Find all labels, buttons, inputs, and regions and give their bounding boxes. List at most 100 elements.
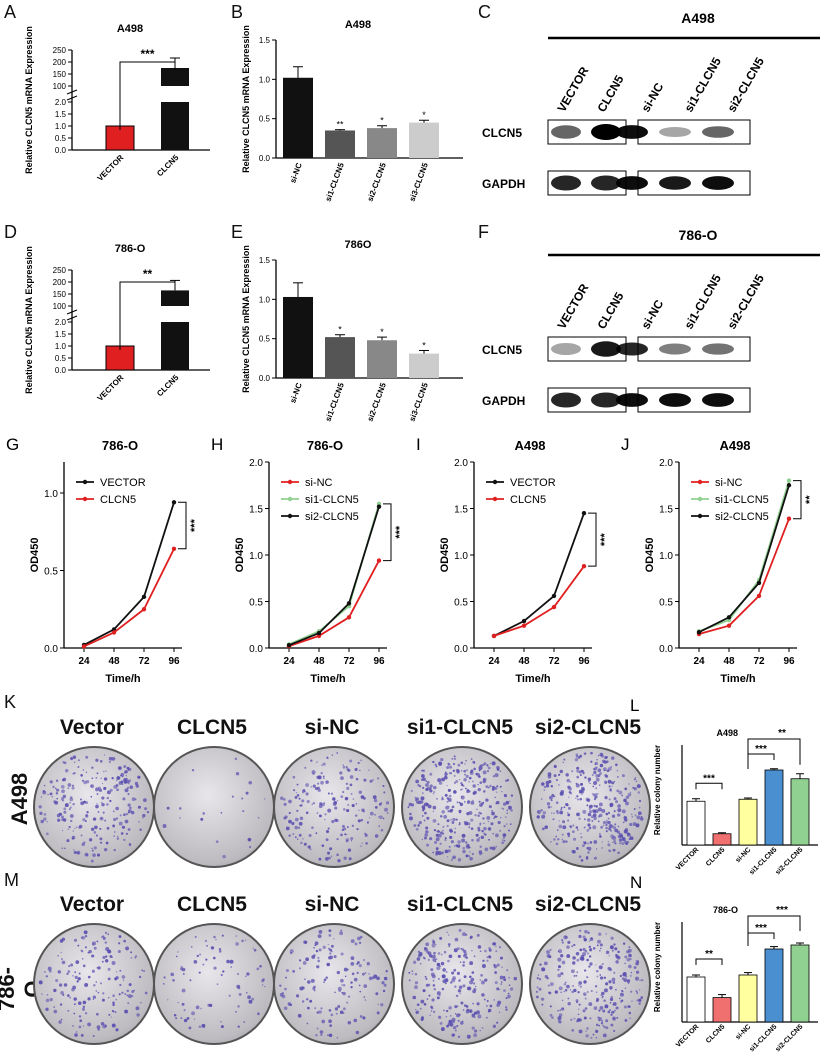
chart-title: 786-O [102,438,138,453]
series-line [493,512,585,637]
y-tick-label: 0.0 [44,644,58,655]
significance-label: *** [394,525,406,539]
bar [409,122,439,158]
data-point [581,563,587,569]
panel-letter: L [630,696,639,715]
legend-marker [492,479,498,485]
x-tick-label: 48 [723,656,735,667]
y-tick-label: 1.5 [259,36,271,45]
bar [325,337,355,378]
y-tick-label: 250 [53,266,67,275]
blot-cell-line: 786-O [679,227,718,243]
significance-bracket [695,958,723,965]
data-point [111,627,117,632]
blot-band [659,126,691,138]
y-tick-label: 1.0 [249,551,263,562]
y-tick-label: 1.0 [259,75,271,84]
y-tick-label: 1.0 [44,489,58,500]
bar [790,944,810,1023]
x-tick-label: si2-CLCN5 [366,161,388,203]
x-tick-label: 96 [168,656,180,667]
x-tick-label: 96 [373,656,385,667]
x-tick-label: 72 [138,656,150,667]
colony-dots [536,751,644,862]
panel-letter-d: D [4,222,17,242]
x-tick-label: 96 [578,656,590,667]
x-tick-label: CLCN5 [155,153,181,179]
series-line [493,565,585,637]
data-point [551,593,557,599]
y-tick-label: 0.5 [259,335,271,344]
legend-marker [697,496,703,502]
legend-marker [492,496,498,502]
bar [738,974,758,1023]
series-line [83,548,175,648]
x-tick-label: 48 [108,656,120,667]
x-tick-label: si-NC [735,846,753,864]
panel-g-line-chart: G 786-O OD450 0.0 0.5 1.0 24 48 72 96 Time/h VECTOR… [6,435,201,685]
legend-marker [287,496,293,502]
blot-band [591,175,621,191]
panel-d-bar-chart: 786-O Relative CLCN5 mRNA Expression 0.0 0.… [24,243,210,403]
data-point [521,618,527,624]
y-tick-label: 0.0 [55,366,67,375]
chart-title: A498 [117,23,143,35]
y-tick-label: 1.5 [55,110,67,119]
blot-cell-line: A498 [681,10,715,26]
x-tick-label: VECTOR [675,846,700,871]
legend-label: VECTOR [100,477,146,489]
blot-band [591,124,621,140]
blot-band [659,176,691,190]
x-tick-label: VECTOR [96,373,126,403]
y-axis-label: Relative colony number [653,745,662,835]
bar [161,68,189,86]
legend-label: VECTOR [510,477,556,489]
data-point [786,478,792,483]
legend-marker [82,479,88,485]
x-tick-label: VECTOR [675,1023,700,1048]
x-tick-label: 48 [518,656,530,667]
x-tick-label: si-NC [288,381,304,404]
panel-i-line-chart: I A498 OD450 0.0 0.5 1.0 1.5 2.0 24 48 72 96 Time/h V… [416,435,611,685]
significance-label: * [422,340,426,350]
y-tick-label: 1.0 [55,342,67,351]
y-tick-label: 200 [53,278,67,287]
x-tick-label: 72 [753,656,765,667]
y-tick-label: 100 [53,302,67,311]
colony-dots [38,754,150,863]
axis-break [66,315,78,321]
colony-dots [38,930,148,1037]
lane-label: VECTOR [554,64,591,114]
colony-dish [153,923,275,1045]
colony-dish [33,923,155,1045]
axis-break [66,95,78,101]
data-point [346,601,352,606]
x-tick-label: VECTOR [96,153,126,183]
data-point [286,643,292,648]
colony-dish [33,746,155,868]
y-tick-label: 200 [53,58,67,67]
y-tick-label: 1.0 [454,551,468,562]
legend-label: si2-CLCN5 [715,511,769,523]
bar [738,798,758,846]
y-tick-label: 2.0 [55,318,67,327]
colony-dots [407,755,514,862]
x-axis-label: Time/h [310,673,346,685]
panel-a-bar-chart: A498 Relative CLCN5 mRNA Expression 0.0 0.5… [24,23,210,183]
y-axis-label: OD450 [29,538,41,573]
significance-label: *** [776,905,788,916]
y-tick-label: 0.0 [55,146,67,155]
significance-bracket [793,480,802,520]
x-tick-label: si-NC [288,161,304,184]
x-tick-label: si2-CLCN5 [774,1023,804,1053]
lane-label: si1-CLCN5 [681,55,724,115]
bar [367,128,397,158]
series-line [288,506,380,647]
colony-dish-title: si1-CLCN5 [406,716,514,739]
y-tick-label: 1.5 [249,505,263,516]
y-tick-label: 0.0 [259,154,271,163]
legend-label: si-NC [715,477,743,489]
colony-dish-title: CLCN5 [176,716,247,739]
colony-dots [280,752,390,863]
